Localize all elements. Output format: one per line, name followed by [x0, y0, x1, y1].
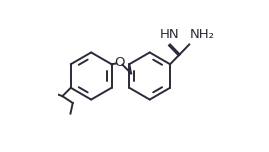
Text: HN: HN	[160, 28, 179, 41]
Text: O: O	[114, 56, 125, 69]
Text: NH₂: NH₂	[190, 28, 215, 41]
